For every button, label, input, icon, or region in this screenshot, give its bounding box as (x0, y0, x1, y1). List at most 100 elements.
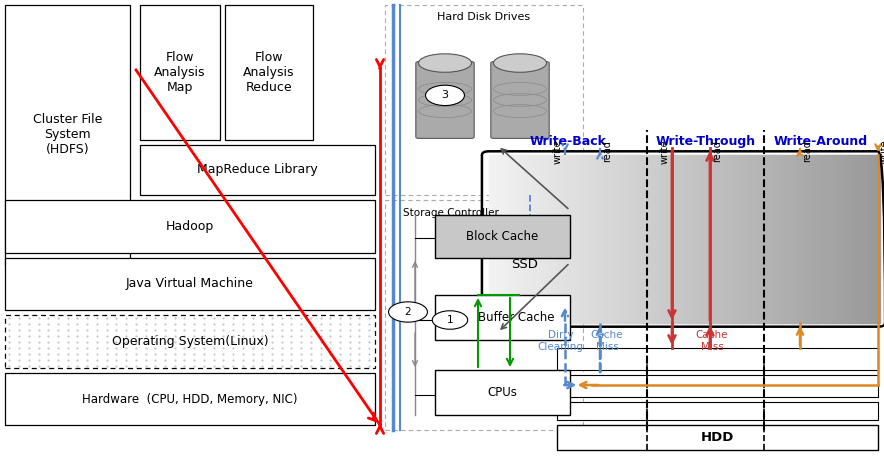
Bar (649, 155, 654, 323)
Bar (536, 155, 541, 323)
Bar (746, 155, 751, 323)
Bar (750, 155, 755, 323)
Bar (866, 155, 872, 323)
Bar (773, 155, 779, 323)
Bar (858, 155, 865, 323)
Bar (633, 155, 638, 323)
Text: Cache
Miss: Cache Miss (591, 330, 623, 352)
Bar (602, 155, 607, 323)
Bar (385, 5, 583, 195)
Bar (5, 315, 375, 368)
Bar (505, 155, 510, 323)
Bar (835, 155, 841, 323)
Bar (557, 348, 878, 370)
Bar (722, 155, 728, 323)
Bar (672, 155, 677, 323)
FancyBboxPatch shape (415, 61, 474, 138)
Text: 3: 3 (441, 91, 448, 100)
Bar (843, 155, 849, 323)
Bar (785, 155, 790, 323)
Bar (225, 5, 313, 140)
Bar (547, 155, 553, 323)
Bar (742, 155, 748, 323)
Bar (513, 155, 518, 323)
Text: Hard Disk Drives: Hard Disk Drives (438, 12, 530, 22)
Bar (792, 155, 798, 323)
Bar (831, 155, 837, 323)
Bar (385, 200, 583, 430)
Bar (497, 155, 502, 323)
Bar (586, 155, 592, 323)
Bar (796, 155, 802, 323)
Bar (863, 155, 868, 323)
Bar (621, 155, 627, 323)
Circle shape (425, 85, 464, 105)
Text: Write-Around: Write-Around (774, 135, 868, 148)
Text: read: read (802, 140, 812, 163)
Bar (493, 155, 499, 323)
Bar (699, 155, 705, 323)
Bar (691, 155, 697, 323)
Bar (610, 155, 615, 323)
Bar (567, 155, 573, 323)
Bar (688, 155, 693, 323)
FancyBboxPatch shape (491, 61, 549, 138)
Bar (528, 155, 534, 323)
Bar (613, 155, 619, 323)
Bar (508, 155, 514, 323)
Bar (850, 155, 857, 323)
Bar (660, 155, 666, 323)
Bar (520, 155, 526, 323)
Bar (874, 155, 880, 323)
Bar (819, 155, 826, 323)
Bar (617, 155, 623, 323)
Bar (707, 155, 713, 323)
Bar (804, 155, 810, 323)
Text: MapReduce Library: MapReduce Library (197, 164, 318, 176)
Bar (557, 425, 878, 450)
Bar (855, 155, 860, 323)
Text: Block Cache: Block Cache (467, 230, 538, 243)
Bar (781, 155, 787, 323)
Text: Storage Controller: Storage Controller (403, 208, 499, 219)
Bar (824, 155, 829, 323)
Bar (800, 155, 806, 323)
Bar (758, 155, 763, 323)
Bar (719, 155, 724, 323)
Bar (489, 155, 495, 323)
Bar (766, 155, 771, 323)
Bar (683, 155, 690, 323)
Text: write: write (880, 139, 884, 164)
Bar (575, 155, 580, 323)
Text: 2: 2 (405, 307, 411, 317)
Bar (847, 155, 852, 323)
Text: write: write (552, 139, 563, 164)
Bar (557, 402, 878, 420)
Bar (629, 155, 635, 323)
Text: write: write (660, 139, 670, 164)
Bar (695, 155, 701, 323)
Text: read: read (713, 140, 722, 163)
Bar (727, 155, 732, 323)
Bar (789, 155, 794, 323)
Bar (532, 155, 537, 323)
Text: Hardware  (CPU, HDD, Memory, NIC): Hardware (CPU, HDD, Memory, NIC) (82, 393, 298, 406)
Bar (552, 155, 557, 323)
Text: Buffer Cache: Buffer Cache (477, 311, 554, 324)
Bar (680, 155, 685, 323)
Bar (675, 155, 682, 323)
Bar (730, 155, 735, 323)
Bar (571, 155, 576, 323)
Bar (594, 155, 599, 323)
Text: Cluster File
System
(HDFS): Cluster File System (HDFS) (33, 114, 103, 157)
Bar (827, 155, 833, 323)
Bar (753, 155, 759, 323)
Bar (435, 370, 570, 415)
Bar (559, 155, 565, 323)
Bar (516, 155, 522, 323)
Text: Flow
Analysis
Reduce: Flow Analysis Reduce (243, 51, 294, 94)
Text: read: read (602, 140, 612, 163)
Text: Dirty
Cleaning: Dirty Cleaning (537, 330, 583, 352)
Bar (870, 155, 876, 323)
Bar (591, 155, 596, 323)
